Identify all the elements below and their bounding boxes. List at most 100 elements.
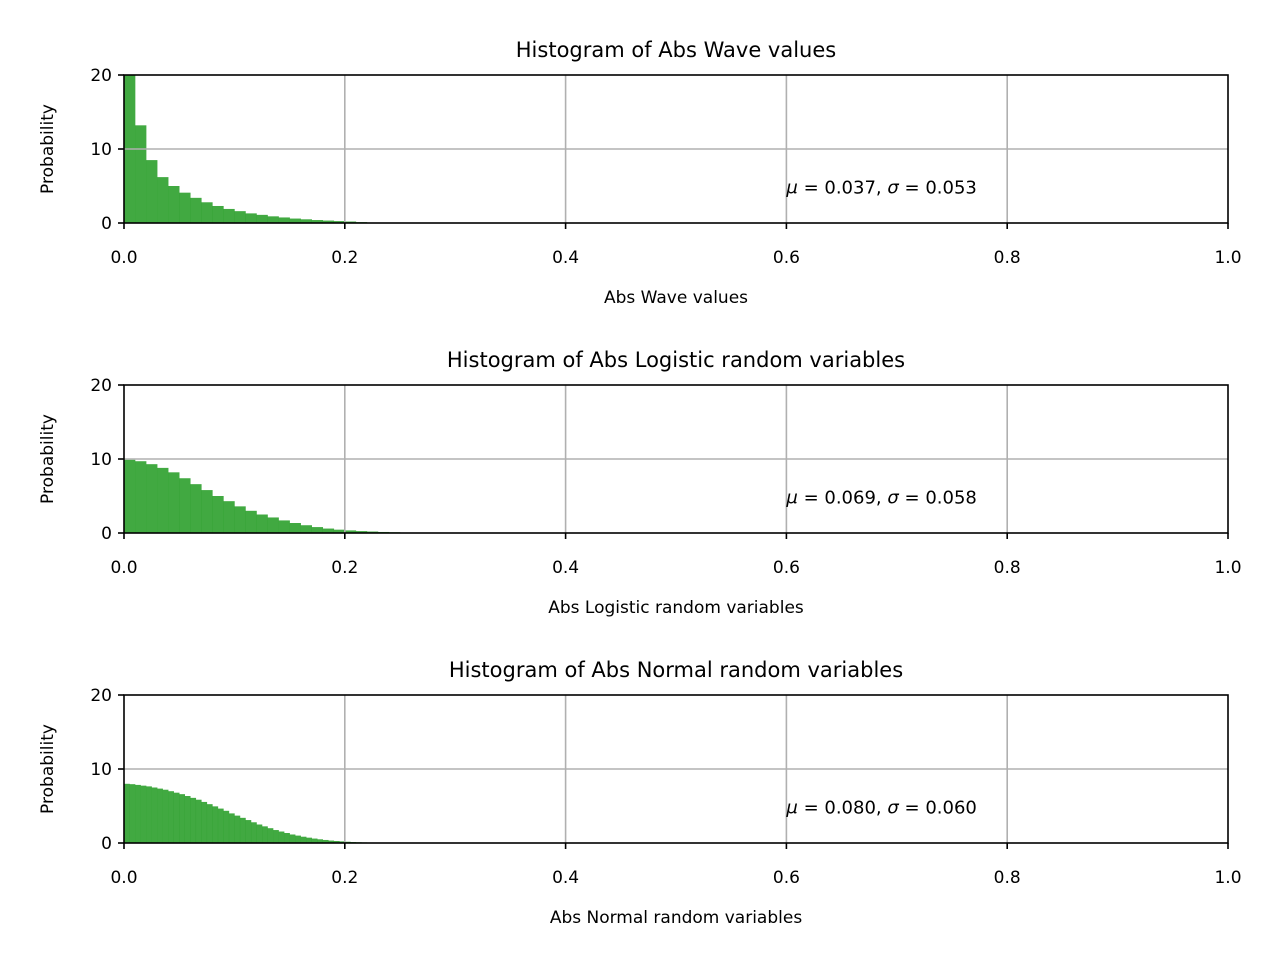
histogram-bar [201, 801, 208, 843]
sigma-symbol: σ [887, 797, 899, 818]
histogram-bar [295, 835, 301, 843]
x-tick-label: 1.0 [1214, 248, 1241, 268]
mu-equals: = [798, 177, 825, 198]
histogram-bar [179, 794, 186, 843]
x-tick-label: 0.2 [331, 248, 358, 268]
y-axis-label: Probability [38, 104, 58, 194]
histogram-bar [157, 788, 163, 843]
histogram-bars [124, 783, 417, 843]
histogram-bar [223, 501, 235, 533]
histogram-bar [157, 467, 169, 533]
histogram-bar [317, 839, 324, 843]
histogram-bar [234, 506, 246, 533]
histogram-bar [267, 216, 279, 223]
histogram-bar [322, 839, 329, 843]
histogram-bar [300, 219, 312, 223]
mu-symbol: μ [785, 177, 797, 198]
histogram-bar [284, 833, 290, 843]
sigma-equals: = [899, 487, 926, 508]
histogram-bar [190, 797, 197, 843]
histogram-bar [212, 806, 219, 843]
histogram-bar [223, 810, 230, 843]
histogram-bar [267, 828, 274, 843]
mu-value: 0.069 [824, 487, 876, 508]
histogram-bar [146, 160, 158, 223]
stats-separator: , [876, 177, 887, 198]
histogram-bar [129, 784, 136, 843]
sigma-symbol: σ [887, 487, 899, 508]
x-tick-label: 0.0 [110, 248, 137, 268]
histogram-bar [256, 514, 268, 533]
stats-separator: , [876, 487, 887, 508]
x-tick-label: 0.4 [552, 868, 579, 888]
chart-title: Histogram of Abs Normal random variables [449, 658, 903, 682]
histogram-bar [223, 208, 235, 223]
histogram-bar [278, 217, 290, 223]
x-tick-label: 0.4 [552, 248, 579, 268]
y-tick-label: 10 [90, 140, 112, 160]
histogram-bar [245, 213, 257, 223]
histogram-bar [217, 808, 224, 843]
histogram-bar [146, 786, 152, 843]
chart-panel-2: 0.0 0.2 0.4 0.6 0.8 1.0 0 10 20 Histogram of Abs … [38, 348, 1242, 618]
histogram-bar [289, 523, 301, 533]
sigma-symbol: σ [887, 177, 899, 198]
chart-panel-3: 0.0 0.2 0.4 0.6 0.8 1.0 0 10 20 Histogram of Abs … [38, 658, 1242, 928]
histogram-bars [124, 75, 401, 223]
histogram-bar [228, 813, 235, 843]
histogram-bar [262, 826, 268, 843]
histogram-bar [355, 531, 368, 533]
sigma-equals: = [899, 797, 926, 818]
histogram-bar [322, 220, 335, 223]
histogram-bar [179, 478, 191, 533]
stats-separator: , [876, 797, 887, 818]
histogram-bar [311, 220, 324, 223]
histogram-bar [201, 490, 213, 533]
histogram-bar [212, 496, 224, 533]
mu-equals: = [798, 797, 825, 818]
sigma-equals: = [899, 177, 926, 198]
histogram-bar [289, 834, 296, 843]
histogram-bar [212, 205, 224, 223]
stats-annotation: μ = 0.037, σ = 0.053 [785, 177, 976, 198]
histogram-bar [135, 125, 147, 223]
y-tick-label: 10 [90, 760, 112, 780]
mu-value: 0.080 [824, 797, 876, 818]
y-tick-label: 20 [90, 686, 112, 706]
histogram-bar [135, 461, 147, 533]
histogram-bar [135, 784, 141, 843]
histogram-bar [173, 792, 180, 843]
histogram-bar [278, 831, 285, 843]
histogram-bar [273, 830, 279, 843]
histogram-bar [256, 824, 263, 843]
histogram-bar [333, 841, 340, 843]
histogram-bar [278, 520, 290, 533]
x-tick-label: 0.6 [773, 868, 800, 888]
mu-value: 0.037 [824, 177, 876, 198]
histogram-bar [344, 530, 357, 533]
x-tick-label: 0.2 [331, 868, 358, 888]
histogram-bar [168, 791, 174, 843]
y-tick-label: 0 [101, 524, 112, 544]
x-tick-label: 0.4 [552, 558, 579, 578]
histogram-bar [162, 789, 169, 843]
histogram-bar [322, 528, 335, 533]
x-tick-label: 1.0 [1214, 558, 1241, 578]
y-tick-label: 10 [90, 450, 112, 470]
chart-panel-1: 0.0 0.2 0.4 0.6 0.8 1.0 0 10 20 Histogram of Abs … [38, 38, 1242, 308]
x-tick-label: 0.0 [110, 868, 137, 888]
histogram-bar [190, 197, 202, 223]
histogram-bar [256, 214, 268, 223]
histogram-bar [333, 529, 346, 533]
histogram-bar [311, 527, 324, 533]
histogram-bar [124, 459, 136, 533]
x-tick-label: 0.6 [773, 248, 800, 268]
histogram-bar [328, 840, 335, 843]
stats-annotation: μ = 0.069, σ = 0.058 [785, 487, 976, 508]
x-axis-label: Abs Wave values [604, 288, 748, 308]
sigma-value: 0.053 [925, 177, 977, 198]
x-tick-label: 0.0 [110, 558, 137, 578]
histogram-bar [195, 799, 202, 843]
histogram-bar [184, 796, 191, 843]
